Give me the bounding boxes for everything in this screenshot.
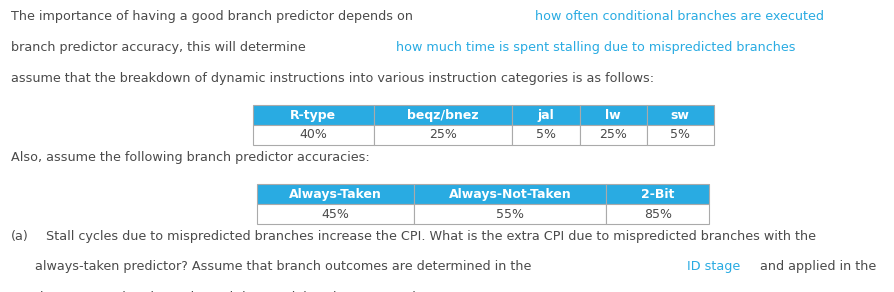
FancyBboxPatch shape	[252, 105, 373, 125]
Text: 40%: 40%	[299, 128, 327, 141]
FancyBboxPatch shape	[645, 125, 713, 145]
Text: 45%: 45%	[321, 208, 350, 220]
Text: how often conditional branches are executed: how often conditional branches are execu…	[534, 10, 822, 23]
Text: 25%: 25%	[428, 128, 457, 141]
Text: Always-Taken: Always-Taken	[289, 188, 382, 201]
Text: 55%: 55%	[495, 208, 524, 220]
FancyBboxPatch shape	[511, 125, 579, 145]
FancyBboxPatch shape	[257, 204, 413, 224]
Text: assume that the breakdown of dynamic instructions into various instruction categ: assume that the breakdown of dynamic ins…	[11, 72, 654, 85]
Text: R-type: R-type	[290, 109, 336, 121]
Text: The importance of having a good branch predictor depends on: The importance of having a good branch p…	[11, 10, 417, 23]
Text: there are no data hazards, and that no delay slots are used.: there are no data hazards, and that no d…	[11, 291, 419, 292]
Text: 85%: 85%	[643, 208, 671, 220]
Text: ID stage: ID stage	[687, 260, 739, 274]
FancyBboxPatch shape	[257, 184, 413, 204]
Text: how much time is spent stalling due to mispredicted branches: how much time is spent stalling due to m…	[396, 41, 795, 54]
Text: Stall cycles due to mispredicted branches increase the CPI. What is the extra CP: Stall cycles due to mispredicted branche…	[34, 230, 814, 243]
Text: Always-Not-Taken: Always-Not-Taken	[448, 188, 571, 201]
Text: sw: sw	[670, 109, 689, 121]
Text: 5%: 5%	[670, 128, 689, 141]
FancyBboxPatch shape	[606, 184, 708, 204]
Text: and applied in the: and applied in the	[755, 260, 880, 274]
FancyBboxPatch shape	[413, 184, 606, 204]
Text: 2-Bit: 2-Bit	[640, 188, 674, 201]
FancyBboxPatch shape	[373, 105, 511, 125]
FancyBboxPatch shape	[252, 125, 373, 145]
FancyBboxPatch shape	[413, 204, 606, 224]
Text: always-taken predictor? Assume that branch outcomes are determined in the: always-taken predictor? Assume that bran…	[11, 260, 535, 274]
Text: jal: jal	[537, 109, 553, 121]
FancyBboxPatch shape	[645, 105, 713, 125]
FancyBboxPatch shape	[373, 125, 511, 145]
FancyBboxPatch shape	[579, 125, 645, 145]
FancyBboxPatch shape	[511, 105, 579, 125]
Text: beqz/bnez: beqz/bnez	[407, 109, 478, 121]
FancyBboxPatch shape	[606, 204, 708, 224]
Text: 25%: 25%	[598, 128, 627, 141]
Text: Also, assume the following branch predictor accuracies:: Also, assume the following branch predic…	[11, 151, 369, 164]
Text: lw: lw	[604, 109, 620, 121]
Text: (a): (a)	[11, 230, 29, 243]
Text: branch predictor accuracy, this will determine: branch predictor accuracy, this will det…	[11, 41, 309, 54]
FancyBboxPatch shape	[579, 105, 645, 125]
Text: 5%: 5%	[536, 128, 555, 141]
